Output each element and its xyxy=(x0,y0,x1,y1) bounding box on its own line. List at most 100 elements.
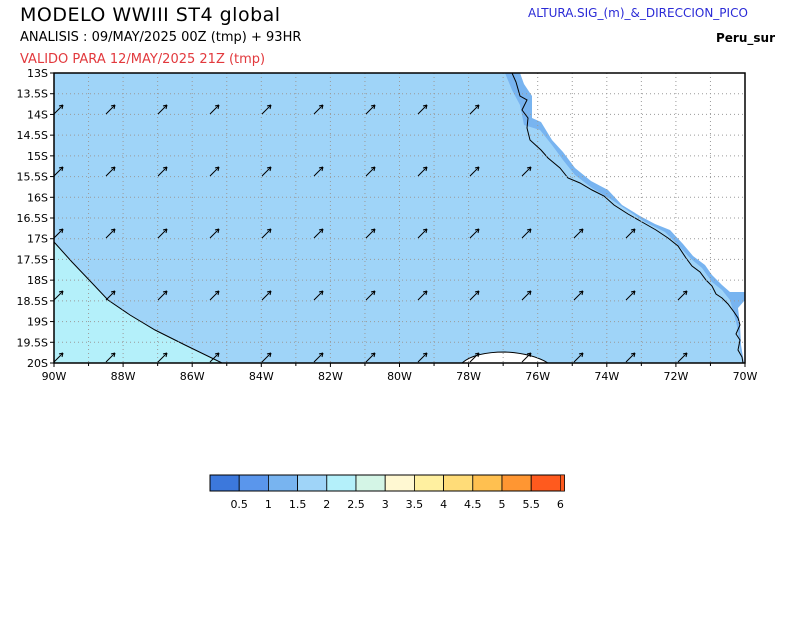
wave-arrow xyxy=(209,352,220,363)
wave-arrow xyxy=(209,104,220,115)
lon-tick-label: 88W xyxy=(111,370,136,383)
colorbar-swatch xyxy=(413,474,444,492)
wave-arrow xyxy=(625,290,636,301)
colorbar-swatch xyxy=(209,474,240,492)
wave-arrow xyxy=(261,228,272,239)
wave-arrow xyxy=(677,352,688,363)
wave-arrow xyxy=(313,290,324,301)
colorbar-label: 1.5 xyxy=(289,498,307,511)
lat-tick-label: 16.5S xyxy=(17,212,48,225)
wave-arrow xyxy=(417,290,428,301)
colorbar-swatch xyxy=(530,474,561,492)
colorbar-label: 5.5 xyxy=(522,498,540,511)
colorbar-swatch xyxy=(267,474,298,492)
wave-arrow xyxy=(365,228,376,239)
colorbar-label: 5 xyxy=(499,498,506,511)
wave-arrow xyxy=(469,166,480,177)
colorbar-swatch xyxy=(297,474,328,492)
colorbar-swatch xyxy=(501,474,532,492)
longitude-axis: 90W 88W 86W 84W 82W 80W 78W 76W 74W 72W 70W xyxy=(42,363,758,383)
valid-time: VALIDO PARA 12/MAY/2025 21Z (tmp) xyxy=(20,52,266,67)
lat-tick-label: 13S xyxy=(27,67,48,80)
wave-arrow xyxy=(521,166,532,177)
lon-tick-label: 82W xyxy=(318,370,343,383)
land-area xyxy=(520,73,745,292)
lon-tick-label: 84W xyxy=(249,370,274,383)
lat-tick-label: 13.5S xyxy=(17,88,48,101)
wave-arrow xyxy=(313,228,324,239)
colorbar-label: 2 xyxy=(323,498,330,511)
wave-arrow xyxy=(521,290,532,301)
lat-tick-label: 17S xyxy=(27,233,48,246)
wave-arrow xyxy=(573,228,584,239)
coastline xyxy=(511,73,744,363)
wave-arrow xyxy=(261,352,272,363)
wave-arrow xyxy=(521,352,532,363)
wave-arrow xyxy=(573,352,584,363)
wave-arrow xyxy=(573,290,584,301)
wave-arrow xyxy=(54,104,64,115)
band-contour xyxy=(54,241,223,363)
chart-title: MODELO WWIII ST4 global xyxy=(20,4,281,26)
colorbar-swatch xyxy=(238,474,269,492)
wave-arrow xyxy=(105,104,116,115)
wave-arrow xyxy=(261,104,272,115)
wave-arrow xyxy=(157,290,168,301)
latitude-axis: 13S 13.5S 14S 14.5S 15S 15.5S 16S 16.5S 17S 17.5S… xyxy=(17,67,54,370)
wave-arrow xyxy=(157,352,168,363)
colorbar-swatch xyxy=(326,474,357,492)
wave-arrow xyxy=(54,352,64,363)
wave-arrow xyxy=(209,166,220,177)
wave-arrow xyxy=(521,228,532,239)
wave-arrow xyxy=(365,166,376,177)
colorbar-swatch xyxy=(384,474,415,492)
island xyxy=(461,351,549,363)
wave-arrow xyxy=(365,290,376,301)
wave-arrow xyxy=(209,290,220,301)
colorbar-swatch xyxy=(472,474,503,492)
wave-arrow xyxy=(313,352,324,363)
wave-arrow xyxy=(625,352,636,363)
map-grid xyxy=(54,73,745,363)
lon-tick-label: 72W xyxy=(663,370,688,383)
lat-tick-label: 19S xyxy=(27,316,48,329)
lon-tick-label: 90W xyxy=(42,370,67,383)
lon-tick-label: 80W xyxy=(387,370,412,383)
lat-tick-label: 15S xyxy=(27,150,48,163)
wave-arrow xyxy=(313,166,324,177)
wave-arrow xyxy=(157,228,168,239)
lon-tick-label: 74W xyxy=(594,370,619,383)
wave-arrow xyxy=(105,352,116,363)
colorbar-swatch xyxy=(355,474,386,492)
lon-tick-label: 70W xyxy=(733,370,758,383)
lat-tick-label: 19.5S xyxy=(17,336,48,349)
wave-arrow xyxy=(625,228,636,239)
lat-tick-label: 16S xyxy=(27,191,48,204)
wave-arrow xyxy=(365,352,376,363)
region-label: Peru_sur xyxy=(716,31,775,45)
wave-arrow xyxy=(209,228,220,239)
lat-tick-label: 18.5S xyxy=(17,295,48,308)
wave-arrow xyxy=(157,166,168,177)
colorbar-label: 1 xyxy=(265,498,272,511)
wave-arrow xyxy=(105,228,116,239)
colorbar-label: 4 xyxy=(440,498,447,511)
wave-arrow xyxy=(417,352,428,363)
wave-arrow xyxy=(469,104,480,115)
lon-tick-label: 78W xyxy=(456,370,481,383)
wave-arrow xyxy=(261,290,272,301)
lat-tick-label: 14S xyxy=(27,108,48,121)
wave-arrow xyxy=(417,104,428,115)
colorbar-swatch xyxy=(443,474,474,492)
wave-arrow xyxy=(469,228,480,239)
colorbar-label: 0.5 xyxy=(230,498,248,511)
wave-arrow xyxy=(417,228,428,239)
analysis-time: ANALISIS : 09/MAY/2025 00Z (tmp) + 93HR xyxy=(20,30,302,45)
colorbar-label: 4.5 xyxy=(464,498,482,511)
wave-arrow xyxy=(157,104,168,115)
sea-band-low xyxy=(54,242,222,363)
lat-tick-label: 14.5S xyxy=(17,129,48,142)
wave-arrow xyxy=(469,352,480,363)
